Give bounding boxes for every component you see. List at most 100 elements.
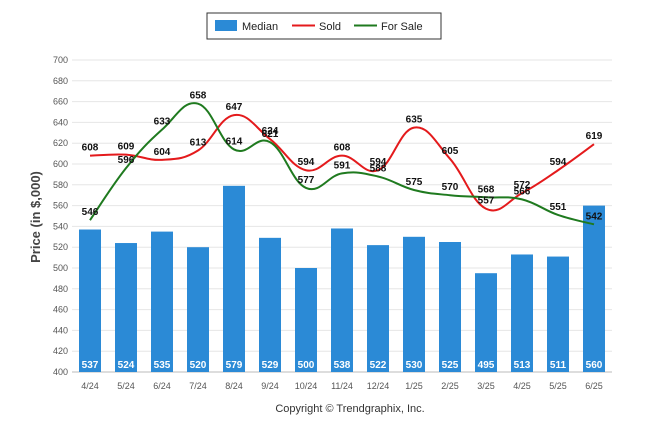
x-tick-label: 11/24	[331, 381, 353, 391]
bar-value-label: 495	[478, 360, 495, 371]
bar-10/24	[295, 268, 317, 372]
x-tick-label: 6/25	[585, 381, 603, 391]
bar-value-label: 535	[154, 360, 171, 371]
y-tick-label: 440	[53, 325, 68, 335]
legend-median-label: Median	[242, 21, 278, 33]
point-label-for-sale: 551	[550, 202, 567, 213]
x-tick-label: 5/25	[549, 381, 567, 391]
y-tick-label: 680	[53, 76, 68, 86]
point-label-for-sale: 591	[334, 160, 351, 171]
point-label-sold: 619	[586, 131, 603, 142]
bar-4/24	[79, 229, 101, 372]
bar-value-label: 513	[514, 360, 531, 371]
bar-6/24	[151, 231, 173, 372]
point-label-for-sale: 577	[298, 175, 315, 186]
x-axis-ticks: 4/24 5/24 6/24 7/24 8/24 9/24 10/24 11/24 12/24 1…	[81, 381, 603, 391]
y-tick-label: 500	[53, 263, 68, 273]
x-tick-label: 5/24	[117, 381, 135, 391]
y-tick-label: 660	[53, 97, 68, 107]
bar-6/25	[583, 205, 605, 372]
bar-7/24	[187, 247, 209, 372]
bar-5/25	[547, 256, 569, 372]
point-label-for-sale: 575	[406, 177, 423, 188]
bar-12/24	[367, 245, 389, 372]
x-tick-label: 9/24	[261, 381, 279, 391]
point-label-for-sale: 614	[226, 136, 243, 147]
y-tick-label: 520	[53, 242, 68, 252]
bar-value-label: 530	[406, 360, 423, 371]
point-label-sold: 613	[190, 137, 207, 148]
bar-value-label: 525	[442, 360, 459, 371]
y-tick-label: 460	[53, 305, 68, 315]
bar-2/25	[439, 242, 461, 372]
point-label-for-sale: 633	[154, 117, 171, 128]
bar-value-label: 538	[334, 360, 351, 371]
x-tick-label: 6/24	[153, 381, 171, 391]
legend-box	[206, 12, 442, 40]
bar-value-label: 579	[226, 360, 243, 371]
point-label-sold: 557	[478, 196, 495, 207]
point-label-sold: 608	[334, 143, 351, 154]
y-tick-label: 620	[53, 138, 68, 148]
point-label-sold: 594	[298, 157, 315, 168]
point-label-for-sale: 542	[586, 211, 603, 222]
point-label-for-sale: 566	[514, 186, 531, 197]
y-tick-label: 700	[53, 55, 68, 65]
y-tick-label: 400	[53, 367, 68, 377]
x-tick-label: 2/25	[441, 381, 459, 391]
bar-value-label: 560	[586, 360, 603, 371]
y-tick-label: 560	[53, 201, 68, 211]
legend: Median Sold For Sale	[206, 12, 442, 40]
bar-3/25	[475, 273, 497, 372]
line-for-sale	[89, 102, 595, 226]
series-lines	[89, 102, 595, 226]
bar-value-label: 537	[82, 360, 99, 371]
point-label-sold: 604	[154, 147, 171, 158]
x-tick-label: 10/24	[295, 381, 318, 391]
bar-9/24	[259, 237, 281, 372]
bar-value-label: 500	[298, 360, 315, 371]
bar-4/25	[511, 254, 533, 372]
y-tick-label: 480	[53, 284, 68, 294]
point-label-for-sale: 588	[370, 163, 387, 174]
bar-value-label: 529	[262, 360, 279, 371]
point-label-sold: 647	[226, 102, 243, 113]
point-label-sold: 624	[262, 126, 279, 137]
point-label-for-sale: 570	[442, 182, 459, 193]
y-tick-label: 600	[53, 159, 68, 169]
bars	[79, 185, 605, 372]
point-label-sold: 608	[82, 143, 99, 154]
point-label-sold: 605	[442, 146, 459, 157]
copyright-footer: Copyright © Trendgraphix, Inc.	[275, 403, 424, 415]
bar-value-label: 511	[550, 360, 567, 371]
x-tick-label: 3/25	[477, 381, 495, 391]
y-tick-label: 420	[53, 346, 68, 356]
bar-value-label: 522	[370, 360, 387, 371]
point-label-for-sale: 568	[478, 184, 495, 195]
bar-5/24	[115, 243, 137, 372]
bar-1/25	[403, 236, 425, 372]
point-label-sold: 635	[406, 115, 423, 126]
x-tick-label: 12/24	[367, 381, 390, 391]
point-label-sold: 594	[550, 157, 567, 168]
y-tick-label: 580	[53, 180, 68, 190]
point-label-for-sale: 658	[190, 91, 207, 102]
point-label-for-sale: 546	[82, 207, 99, 218]
bar-8/24	[223, 185, 245, 372]
y-tick-label: 640	[53, 117, 68, 127]
x-tick-label: 1/25	[405, 381, 423, 391]
point-label-sold: 594	[370, 157, 387, 168]
legend-sold-label: Sold	[319, 21, 341, 33]
y-tick-label: 540	[53, 221, 68, 231]
point-label-for-sale: 621	[262, 129, 279, 140]
x-tick-label: 8/24	[225, 381, 243, 391]
y-axis-ticks: 400 420 440 460 480 500 520 540 560 580 600 620 640 6…	[53, 55, 68, 377]
x-tick-label: 4/24	[81, 381, 99, 391]
point-label-for-sale: 596	[118, 155, 135, 166]
data-labels: 537 524 535 520 579 529 500 538 522 530 525 495 513 5…	[82, 91, 603, 371]
bar-value-label: 524	[118, 360, 135, 371]
bar-value-label: 520	[190, 360, 207, 371]
point-label-sold: 572	[514, 180, 531, 191]
line-sold	[89, 114, 595, 212]
